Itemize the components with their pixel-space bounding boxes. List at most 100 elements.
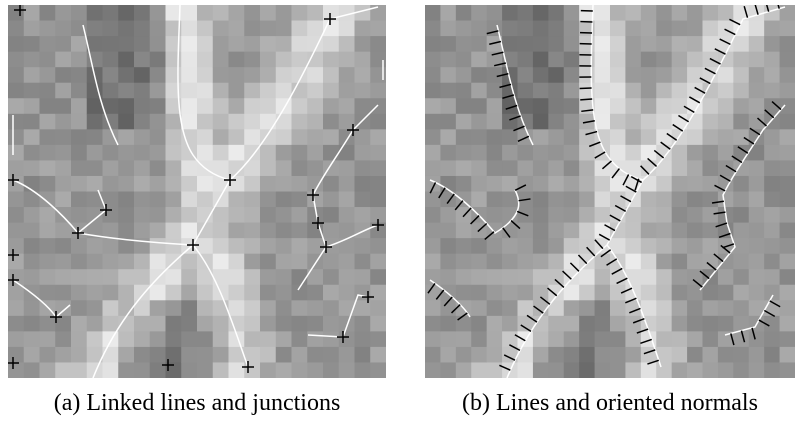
image-cell [733,238,749,254]
image-cell [533,207,549,223]
image-cell [780,52,795,68]
image-cell [656,331,672,347]
image-cell [307,347,323,363]
image-cell [564,192,580,208]
image-cell [103,5,119,21]
image-cell [339,207,355,223]
image-cell [672,331,688,347]
image-cell [181,160,197,176]
image-cell [260,98,276,114]
image-cell [197,192,213,208]
image-cell [733,269,749,285]
image-cell [425,98,441,114]
image-cell [425,129,441,145]
image-cell [456,21,472,37]
image-cell [579,207,595,223]
image-cell [370,316,386,332]
image-cell [323,300,339,316]
image-cell [213,316,229,332]
image-cell [733,300,749,316]
image-cell [456,5,472,21]
image-cell [672,254,688,270]
image-cell [370,269,386,285]
image-cell [595,67,611,83]
image-cell [471,269,487,285]
image-cell [323,331,339,347]
image-cell [625,67,641,83]
image-cell [55,316,71,332]
image-cell [166,83,182,99]
image-cell [339,98,355,114]
image-cell [703,114,719,130]
image-cell [564,83,580,99]
image-cell [564,223,580,239]
image-cell [8,316,24,332]
image-cell [487,83,503,99]
image-cell [487,176,503,192]
image-cell [687,347,703,363]
image-cell [292,114,308,130]
image-cell [687,300,703,316]
image-cell [229,83,245,99]
image-cell [610,192,626,208]
image-cell [487,269,503,285]
image-cell [672,192,688,208]
image-cell [24,98,40,114]
page: {"figure": {"panels": [ {"caption": "(a)… [0,0,795,434]
image-cell [564,67,580,83]
image-cell [355,98,371,114]
image-cell [292,145,308,161]
image-cell [339,362,355,378]
image-cell [641,362,657,378]
image-cell [672,238,688,254]
image-cell [244,5,260,21]
image-cell [456,347,472,363]
image-cell [40,67,56,83]
image-cell [276,269,292,285]
image-cell [487,160,503,176]
image-cell [518,254,534,270]
image-cell [440,207,456,223]
image-cell [440,316,456,332]
image-cell [118,21,134,37]
image-cell [610,316,626,332]
image-cell [687,160,703,176]
image-cell [703,83,719,99]
image-cell [780,67,795,83]
image-cell [8,114,24,130]
image-cell [24,300,40,316]
image-cell [533,52,549,68]
image-cell [425,145,441,161]
image-cell [703,316,719,332]
image-cell [213,223,229,239]
image-cell [749,331,765,347]
image-cell [71,192,87,208]
image-cell [487,362,503,378]
image-cell [260,5,276,21]
image-cell [40,347,56,363]
image-cell [718,362,734,378]
image-cell [780,145,795,161]
image-cell [134,269,150,285]
image-cell [355,160,371,176]
image-cell [595,207,611,223]
image-cell [181,362,197,378]
image-cell [276,98,292,114]
image-cell [244,269,260,285]
image-cell [71,114,87,130]
image-cell [71,98,87,114]
image-cell [134,316,150,332]
image-cell [197,347,213,363]
image-cell [103,192,119,208]
image-cell [625,21,641,37]
image-cell [244,285,260,301]
image-cell [471,300,487,316]
image-cell [24,145,40,161]
image-cell [244,36,260,52]
image-cell [579,254,595,270]
image-cell [610,114,626,130]
image-cell [24,316,40,332]
image-cell [260,67,276,83]
image-cell [24,83,40,99]
image-cell [672,300,688,316]
